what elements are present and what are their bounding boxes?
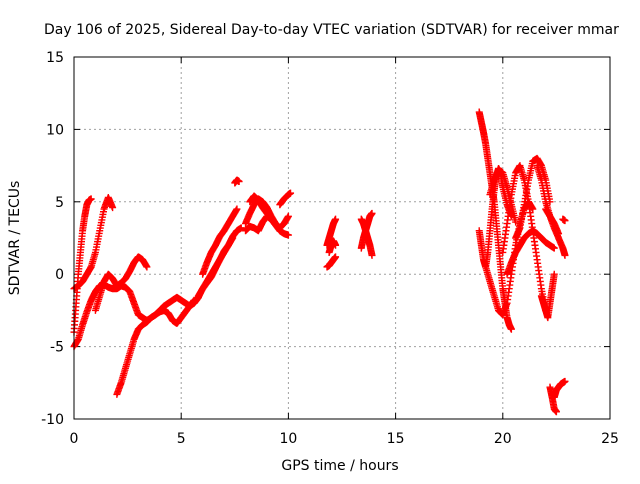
- data-point: [332, 241, 340, 249]
- data-point: [235, 178, 243, 186]
- data-point: [552, 408, 560, 416]
- data-point: [233, 205, 241, 213]
- data-point: [555, 230, 563, 238]
- plot-frame: [73, 56, 611, 420]
- data-point: [561, 377, 569, 385]
- data-point: [287, 189, 295, 197]
- y-axis-label: SDTVAR / TECUs: [7, 181, 23, 296]
- grid-layer: [74, 57, 610, 419]
- data-point: [368, 251, 376, 259]
- data-point: [332, 253, 340, 261]
- x-tick-label: 15: [387, 431, 405, 447]
- y-tick-label: -5: [50, 340, 64, 356]
- data-point: [272, 221, 280, 229]
- data-point: [550, 244, 558, 252]
- data-point: [87, 195, 95, 203]
- x-tick-label: 25: [601, 431, 619, 447]
- data-point: [284, 231, 292, 239]
- data-point: [507, 325, 515, 333]
- data-point: [368, 209, 376, 217]
- data-point: [550, 270, 558, 278]
- points-layer: [70, 108, 569, 416]
- x-tick-label: 20: [494, 431, 512, 447]
- y-tick-label: 15: [46, 50, 64, 66]
- y-tick-label: 0: [55, 267, 64, 283]
- data-point: [284, 212, 292, 220]
- data-point: [109, 204, 117, 212]
- y-tick-label: -10: [41, 412, 64, 428]
- data-point: [561, 251, 569, 259]
- y-tick-label: 10: [46, 122, 64, 138]
- data-point: [143, 263, 151, 271]
- data-point: [332, 215, 340, 223]
- x-axis-label: GPS time / hours: [281, 458, 398, 474]
- data-point: [561, 217, 569, 225]
- data-point: [237, 224, 245, 232]
- chart-title: Day 106 of 2025, Sidereal Day-to-day VTE…: [44, 22, 619, 38]
- y-tick-label: 5: [55, 195, 64, 211]
- x-tick-label: 0: [70, 431, 79, 447]
- x-tick-label: 5: [177, 431, 186, 447]
- x-tick-label: 10: [279, 431, 297, 447]
